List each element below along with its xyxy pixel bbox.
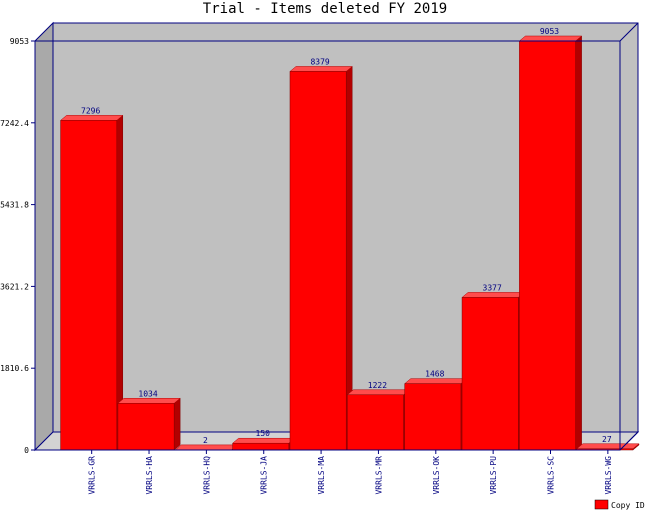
bar [117, 403, 175, 451]
bar-series: 7296 1034 2 150 8379 1222 1468 3377 9053 27 [59, 27, 640, 451]
bar-value-label: 9053 [540, 27, 559, 36]
bar [289, 71, 347, 451]
bar [232, 442, 290, 451]
x-tick-label: VRRLS-WG [604, 456, 613, 495]
frame-edge [619, 431, 639, 451]
bar-top [576, 443, 640, 450]
bar-top [174, 444, 239, 451]
bar-side [173, 397, 181, 451]
bar-group: 3377 [461, 283, 525, 451]
bar-group: 7296 [59, 106, 124, 451]
bar [461, 297, 519, 451]
y-tick-label: 5431.8 [0, 201, 29, 210]
x-axis: VRRLS-GR VRRLS-HA VRRLS-HQ VRRLS-JA VRRLS-MA… [88, 450, 613, 495]
bar-top [117, 398, 181, 404]
bar-top [289, 66, 353, 72]
bar-group: 1034 [117, 389, 181, 451]
bar-top [461, 292, 525, 298]
x-tick-label: VRRLS-MA [317, 456, 326, 495]
bar-value-label: 27 [602, 435, 612, 444]
legend: Copy ID [594, 499, 645, 510]
plot-frame [35, 22, 639, 451]
bar-top [346, 389, 411, 396]
side-wall [34, 21, 54, 452]
bar-top [404, 378, 468, 384]
y-tick-label: 9053 [10, 37, 29, 46]
x-tick-label: VRRLS-JA [260, 456, 269, 495]
bar-group: 1468 [404, 370, 468, 451]
bar-value-label: 8379 [310, 57, 329, 66]
bar-value-label: 1034 [138, 389, 157, 398]
x-tick-label: VRRLS-SC [547, 456, 556, 495]
y-axis: 0 1810.6 3621.2 5431.8 7242.4 9053 [0, 37, 35, 455]
bar-group: 1222 [346, 381, 411, 451]
bar [404, 383, 462, 451]
x-tick-label: VRRLS-MR [374, 456, 383, 495]
bar-value-label: 1468 [425, 370, 444, 379]
y-tick-label: 7242.4 [0, 119, 29, 128]
bar-value-label: 2 [203, 436, 208, 445]
bar [347, 394, 404, 451]
y-tick-label: 0 [24, 446, 29, 455]
chart-title: Trial - Items deleted FY 2019 [203, 1, 447, 17]
legend-label: Copy ID [611, 501, 645, 510]
x-tick-label: VRRLS-PU [489, 456, 498, 495]
bar [60, 120, 118, 451]
bar [519, 40, 576, 451]
x-tick-label: VRRLS-HQ [202, 456, 211, 495]
frame-edge [619, 22, 639, 42]
bar-group: 8379 [289, 57, 353, 451]
legend-swatch [594, 499, 609, 510]
bar-value-label: 1222 [368, 381, 387, 390]
x-tick-label: VRRLS-HA [145, 456, 154, 495]
bar-group: 9053 [518, 27, 583, 451]
bar-side [575, 35, 582, 451]
bar-group: 27 [576, 435, 640, 451]
x-tick-label: VRRLS-GR [88, 456, 97, 495]
x-tick-label: VRRLS-OK [432, 456, 441, 495]
y-tick-label: 1810.6 [0, 364, 29, 373]
bar-value-label: 150 [256, 429, 271, 438]
bar-top [59, 115, 124, 121]
bar-top [518, 35, 583, 42]
bar-value-label: 7296 [81, 106, 100, 115]
bar-top [231, 437, 296, 444]
y-tick-label: 3621.2 [0, 282, 29, 291]
bar-value-label: 3377 [483, 283, 502, 292]
